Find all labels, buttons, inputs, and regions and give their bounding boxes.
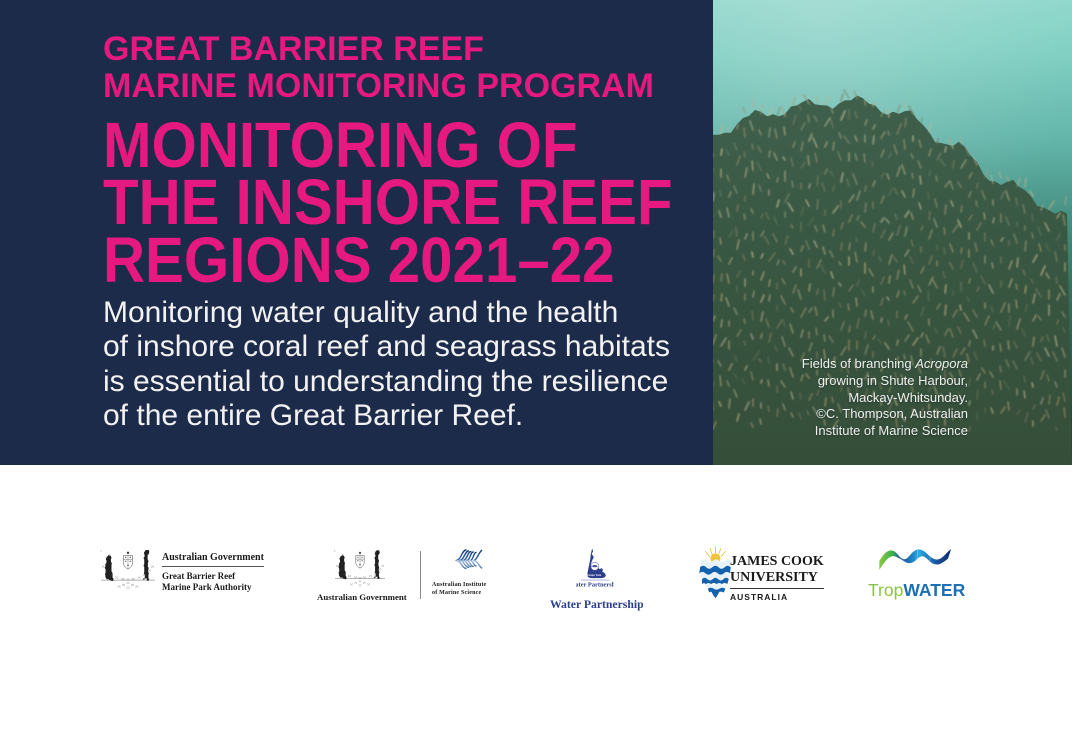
svg-text:Water Partnership: Water Partnership <box>576 581 614 588</box>
